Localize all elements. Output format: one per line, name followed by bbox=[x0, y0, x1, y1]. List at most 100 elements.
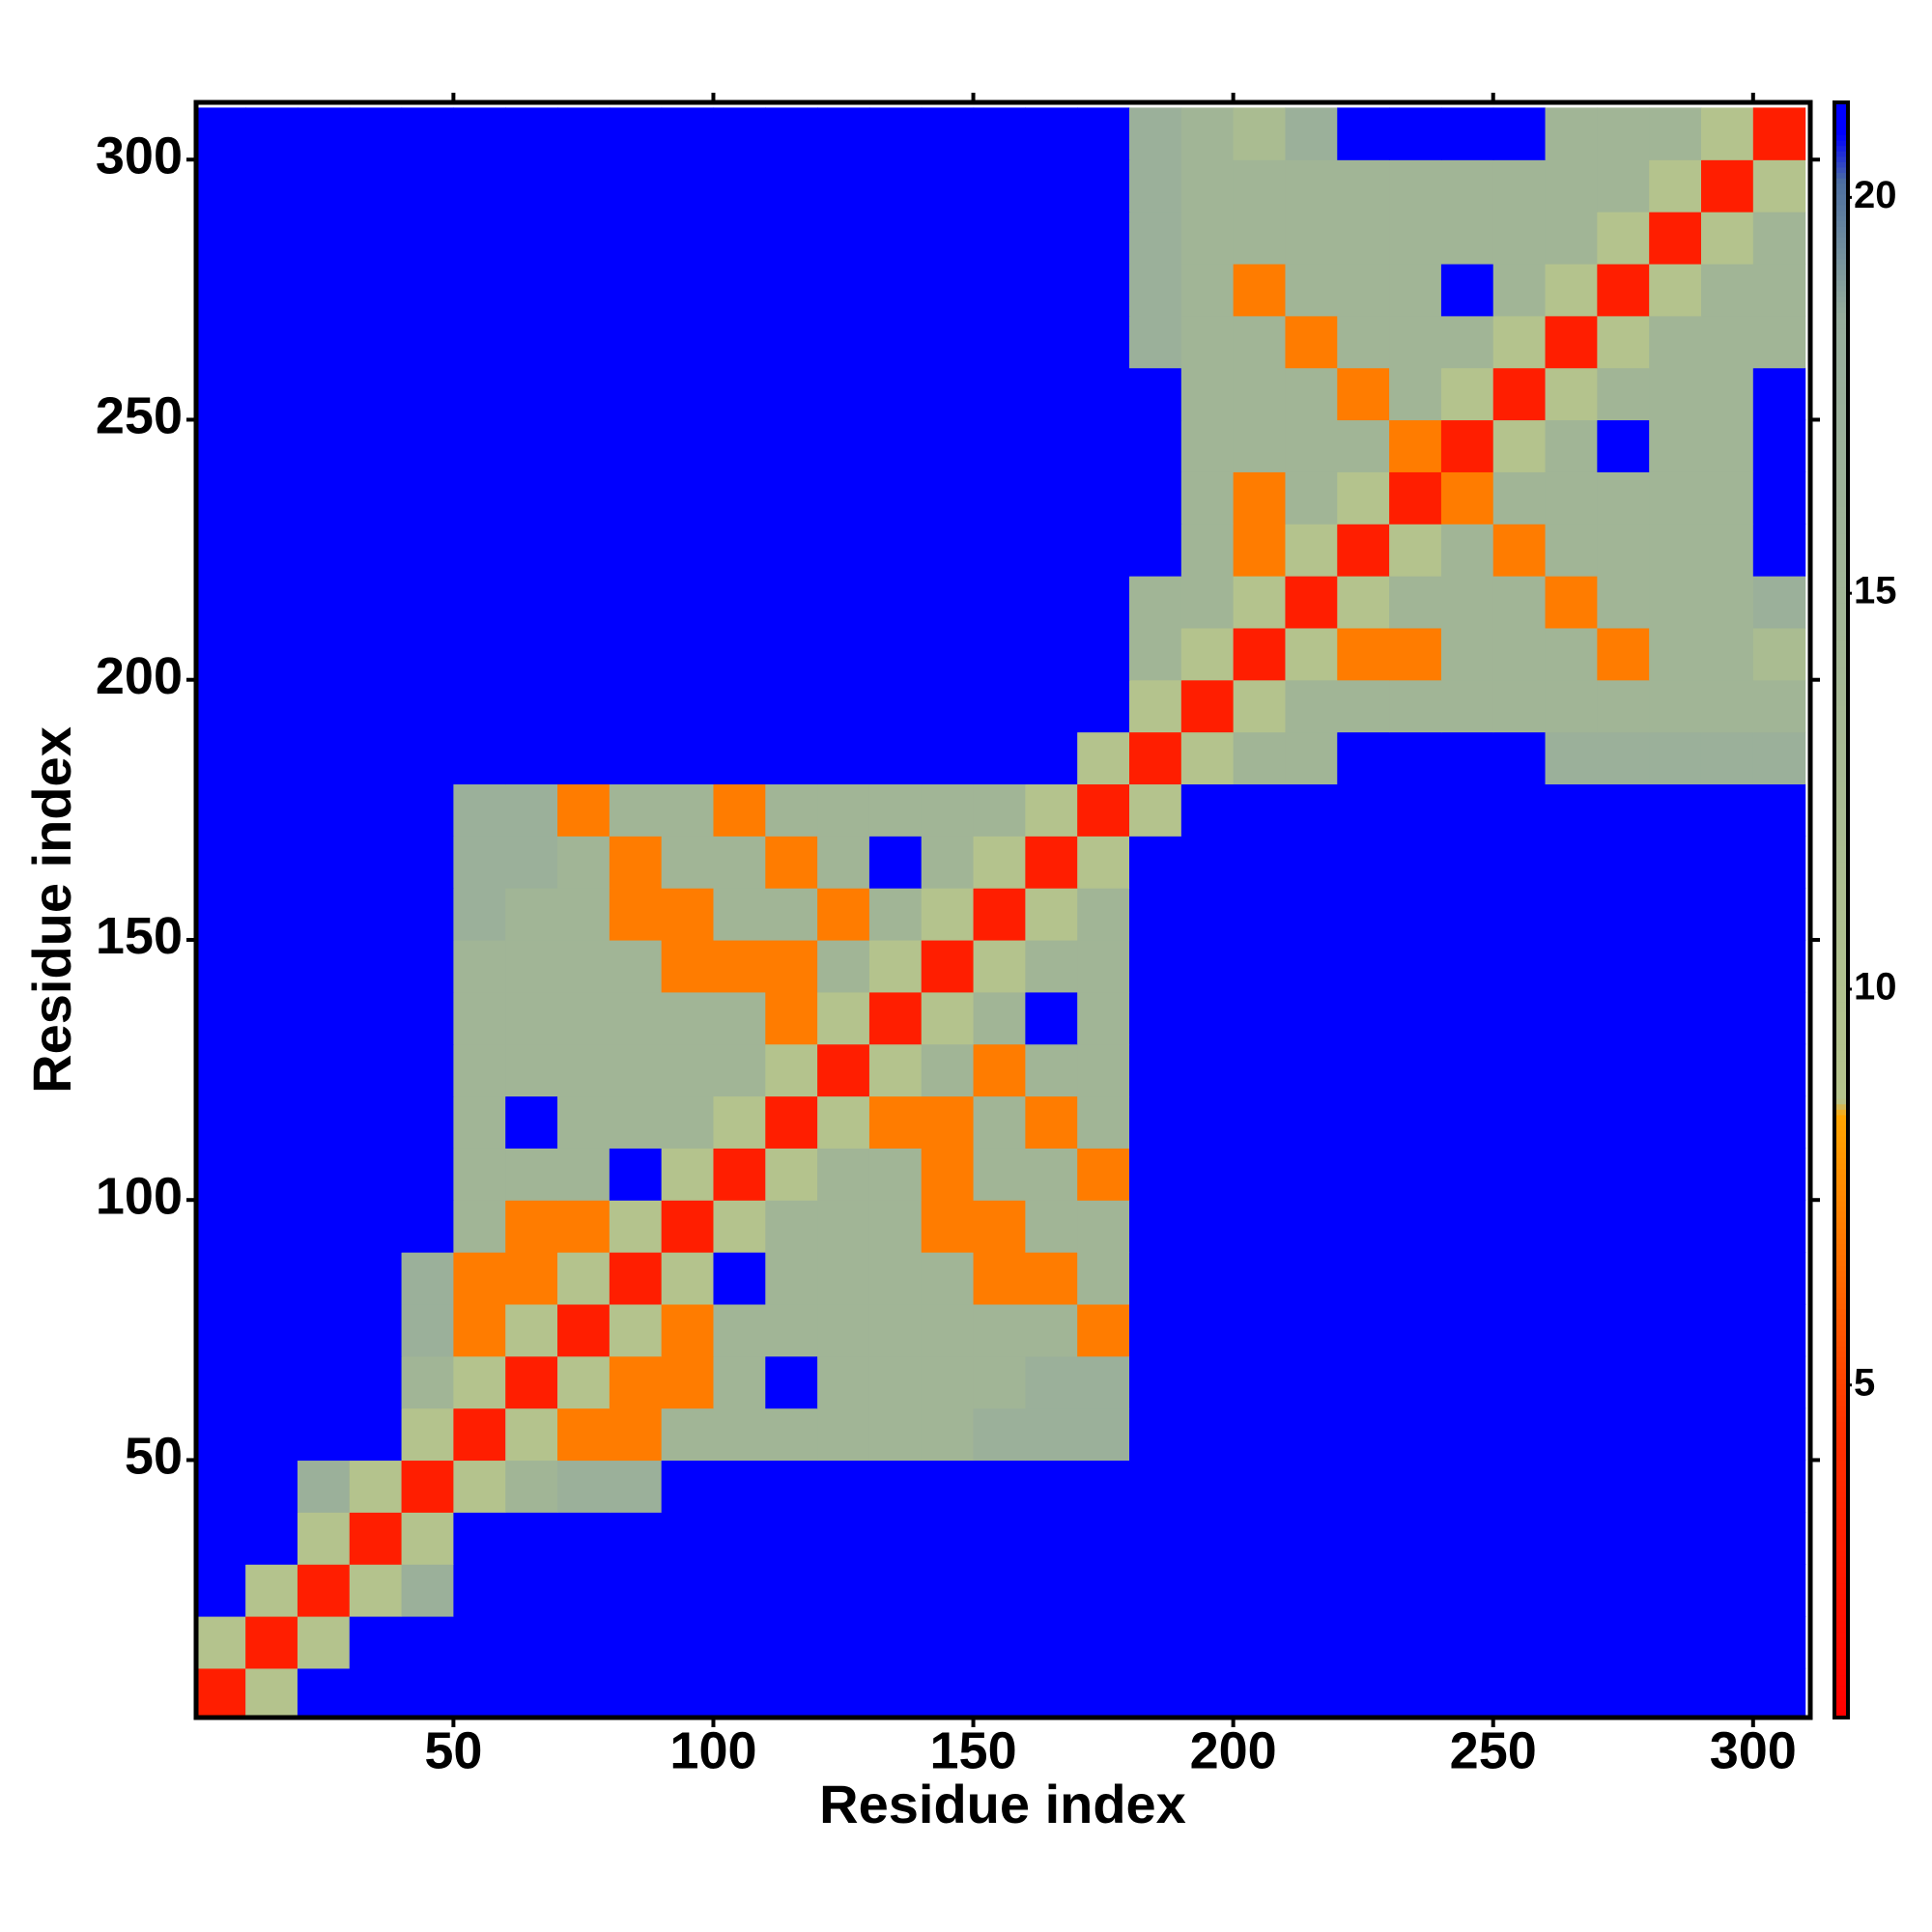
x-tick-label: 300 bbox=[1710, 1721, 1797, 1779]
heatmap-cell bbox=[609, 1564, 663, 1617]
heatmap-cell bbox=[1389, 836, 1442, 889]
heatmap-cell bbox=[1752, 888, 1806, 941]
colorbar-slice bbox=[1834, 344, 1848, 351]
heatmap-cell bbox=[1077, 1200, 1130, 1253]
heatmap-cell bbox=[1337, 1200, 1390, 1253]
colorbar-slice bbox=[1834, 1475, 1848, 1482]
heatmap-cell bbox=[557, 1200, 611, 1253]
heatmap-cell bbox=[349, 1512, 403, 1565]
heatmap-cell bbox=[609, 1615, 663, 1669]
heatmap-cell bbox=[1233, 471, 1287, 525]
colorbar-tick-label: 20 bbox=[1854, 174, 1897, 216]
heatmap-cell bbox=[713, 367, 766, 421]
heatmap-cell bbox=[713, 1407, 766, 1462]
heatmap-cell bbox=[1129, 315, 1182, 369]
colorbar-slice bbox=[1834, 657, 1848, 664]
heatmap-cell bbox=[1649, 1200, 1702, 1253]
heatmap-cell bbox=[505, 367, 558, 421]
heatmap-cell bbox=[557, 783, 611, 837]
colorbar-slice bbox=[1834, 237, 1848, 243]
heatmap-cell bbox=[1492, 731, 1547, 785]
colorbar-slice bbox=[1834, 1464, 1848, 1471]
heatmap-cell bbox=[196, 159, 246, 213]
colorbar-slice bbox=[1834, 392, 1848, 400]
heatmap-cell bbox=[765, 1355, 818, 1409]
heatmap-cell bbox=[868, 1407, 923, 1462]
colorbar-slice bbox=[1834, 1486, 1848, 1492]
heatmap-cell bbox=[453, 1512, 506, 1565]
heatmap-cell bbox=[1129, 159, 1182, 213]
heatmap-cell bbox=[1025, 1512, 1078, 1565]
heatmap-cell bbox=[1700, 1303, 1754, 1357]
heatmap-cell bbox=[609, 1303, 663, 1357]
heatmap-cell bbox=[401, 576, 454, 629]
heatmap-cell bbox=[973, 471, 1026, 525]
heatmap-cell bbox=[1285, 159, 1338, 213]
heatmap-cell bbox=[1389, 1148, 1442, 1201]
heatmap-cell bbox=[1337, 1303, 1390, 1357]
heatmap-cell bbox=[1337, 419, 1390, 472]
heatmap-cell bbox=[817, 888, 870, 941]
heatmap-cell bbox=[1233, 1148, 1287, 1201]
heatmap-cell bbox=[1649, 939, 1702, 993]
colorbar-slice bbox=[1834, 1540, 1848, 1547]
colorbar-slice bbox=[1834, 1631, 1848, 1637]
heatmap-cell bbox=[1077, 1095, 1130, 1149]
y-tick-label: 200 bbox=[96, 647, 183, 705]
x-tick-label: 100 bbox=[669, 1721, 756, 1779]
heatmap-cell bbox=[1285, 1615, 1338, 1669]
heatmap-cell bbox=[349, 367, 403, 421]
heatmap-cell bbox=[817, 836, 870, 889]
heatmap-cell bbox=[1077, 263, 1130, 317]
heatmap-cell bbox=[1285, 576, 1338, 629]
heatmap-cell bbox=[505, 1407, 558, 1462]
heatmap-cell bbox=[1337, 367, 1390, 421]
heatmap-cell bbox=[297, 315, 351, 369]
heatmap-cell bbox=[1077, 836, 1130, 889]
heatmap-cell bbox=[1545, 1095, 1598, 1149]
colorbar-slice bbox=[1834, 409, 1848, 415]
colorbar-slice bbox=[1834, 1109, 1848, 1116]
colorbar-slice bbox=[1834, 1324, 1848, 1331]
heatmap-cell bbox=[1440, 1615, 1494, 1669]
heatmap-cell bbox=[1337, 1148, 1390, 1201]
heatmap-cell bbox=[765, 107, 818, 160]
heatmap-cell bbox=[868, 1252, 923, 1305]
heatmap-cell bbox=[765, 1252, 818, 1305]
heatmap-cell bbox=[609, 1148, 663, 1201]
heatmap-cell bbox=[1545, 107, 1598, 160]
heatmap-cell bbox=[661, 212, 715, 265]
heatmap-cell bbox=[1389, 1512, 1442, 1565]
heatmap-cell bbox=[609, 1095, 663, 1149]
heatmap-cell bbox=[713, 212, 766, 265]
colorbar-slice bbox=[1834, 446, 1848, 453]
heatmap-cell bbox=[609, 888, 663, 941]
colorbar-slice bbox=[1834, 1254, 1848, 1261]
colorbar-slice bbox=[1834, 1653, 1848, 1660]
heatmap-cell bbox=[1025, 419, 1078, 472]
colorbar-slice bbox=[1834, 582, 1848, 588]
heatmap-cell bbox=[1077, 783, 1130, 837]
heatmap-cell bbox=[557, 836, 611, 889]
heatmap-cell bbox=[1440, 576, 1494, 629]
heatmap-cell bbox=[453, 731, 506, 785]
heatmap-cell bbox=[349, 939, 403, 993]
heatmap-cell bbox=[196, 524, 246, 577]
heatmap-cell bbox=[196, 1407, 246, 1462]
colorbar-slice bbox=[1834, 570, 1848, 578]
heatmap-cell bbox=[1180, 783, 1235, 837]
colorbar-slice bbox=[1834, 952, 1848, 959]
heatmap-cell bbox=[1649, 1615, 1702, 1669]
heatmap-cell bbox=[1649, 159, 1702, 213]
colorbar-slice bbox=[1834, 269, 1848, 275]
colorbar-slice bbox=[1834, 1275, 1848, 1283]
heatmap-cell bbox=[349, 1200, 403, 1253]
y-axis-title: Residue index bbox=[21, 726, 82, 1094]
heatmap-cell bbox=[1492, 1355, 1547, 1409]
heatmap-cell bbox=[1129, 1460, 1182, 1513]
colorbar-slice bbox=[1834, 716, 1848, 723]
heatmap-cell bbox=[1389, 1095, 1442, 1149]
heatmap-cell bbox=[868, 1667, 923, 1718]
heatmap-cell bbox=[1025, 1043, 1078, 1097]
colorbar-slice bbox=[1834, 452, 1848, 459]
